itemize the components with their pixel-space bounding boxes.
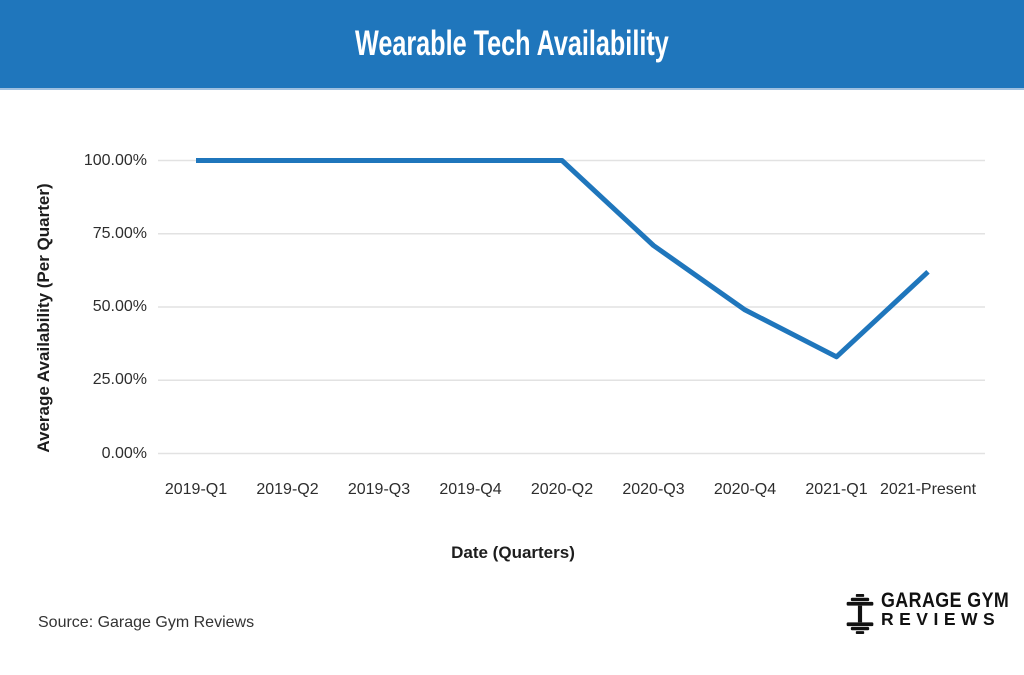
x-tick-label: 2021-Present — [879, 481, 977, 498]
y-tick-label: 75.00% — [92, 224, 147, 242]
logo-line2: REVIEWS — [881, 609, 1001, 629]
x-tick-label: 2021-Q1 — [805, 481, 868, 498]
y-axis-title: Average Availability (Per Quarter) — [34, 183, 53, 453]
dumbbell-icon — [846, 594, 874, 634]
y-tick-label: 50.00% — [92, 298, 147, 315]
brand-logo: GARAGE GYM REVIEWS — [845, 589, 1024, 637]
source-note: Source: Garage Gym Reviews — [38, 614, 255, 631]
x-tick-label: 2020-Q4 — [713, 481, 777, 498]
x-tick-label: 2019-Q2 — [256, 481, 319, 498]
y-tick-label: 0.00% — [101, 444, 147, 462]
data-line-series — [196, 158, 930, 360]
logo-line1: GARAGE GYM — [881, 589, 1010, 612]
chart-canvas — [158, 158, 985, 455]
header-banner: Wearable Tech Availability — [0, 0, 1024, 90]
x-tick-label: 2019-Q4 — [439, 481, 502, 498]
y-tick-label: 100.00% — [83, 151, 147, 169]
y-tick-label: 25.00% — [92, 371, 147, 389]
x-tick-label: 2020-Q2 — [530, 481, 594, 498]
x-axis-title: Date (Quarters) — [451, 543, 575, 562]
x-tick-label: 2020-Q3 — [622, 481, 685, 498]
chart-title: Wearable Tech Availability — [355, 24, 669, 63]
x-tick-label: 2019-Q1 — [164, 481, 228, 498]
x-tick-label: 2019-Q3 — [347, 481, 411, 498]
logo-text: GARAGE GYM REVIEWS — [881, 589, 1024, 629]
